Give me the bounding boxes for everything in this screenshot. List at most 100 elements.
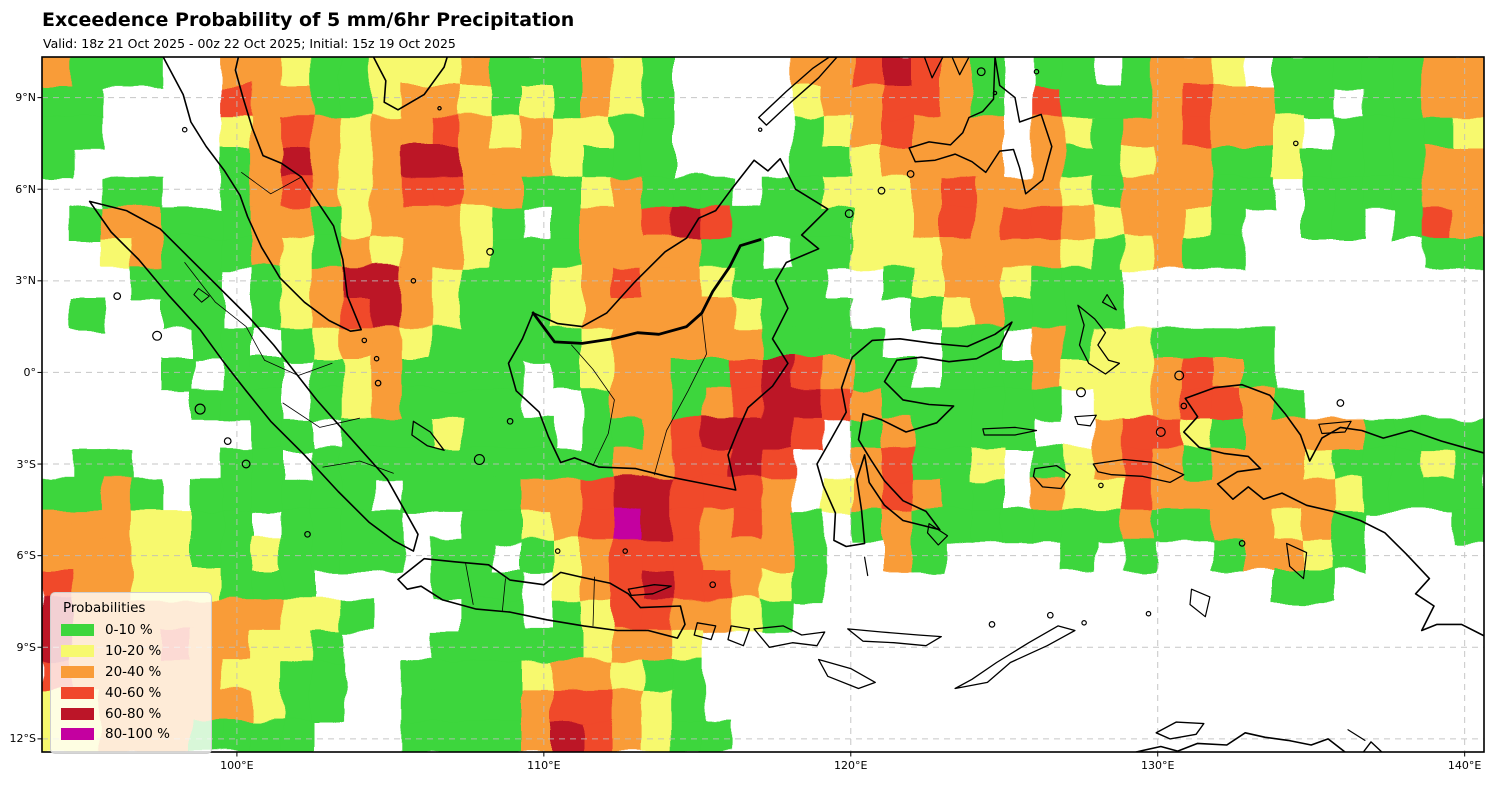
coastline-madura — [627, 584, 672, 597]
y-axis-tick-label: 6°S — [16, 549, 36, 563]
legend-entry: 60-80 % — [61, 703, 211, 724]
island-outline — [709, 581, 717, 589]
coastline-halmahera — [1077, 304, 1121, 375]
legend-swatch — [61, 624, 94, 637]
coastline-palawan — [758, 57, 838, 126]
island-outline — [304, 530, 311, 538]
island-outline — [1098, 482, 1104, 489]
coastline-seram — [1092, 458, 1185, 484]
coastline-bangka — [411, 420, 445, 451]
island-outline — [1238, 540, 1246, 547]
x-axis-tick-label: 130°E — [1140, 759, 1175, 772]
legend-swatch — [61, 728, 94, 741]
island-outline — [992, 90, 998, 96]
island-outline — [1081, 619, 1087, 626]
y-axis-tick-label: 6°N — [15, 182, 36, 196]
coastline-aru — [1286, 542, 1308, 580]
coastline-sumatra — [88, 200, 419, 552]
y-axis-tick-label: 9°N — [15, 91, 36, 105]
island-outline — [241, 459, 251, 469]
legend-swatch — [61, 645, 94, 658]
island-outline — [486, 247, 495, 256]
coastline-vietnam-camau — [372, 57, 448, 111]
coastline-sulawesi — [816, 321, 1013, 548]
coastline-borneo — [507, 157, 829, 491]
island-outline — [844, 209, 854, 219]
coastline-borneo-malaysia-border — [531, 238, 762, 345]
y-axis-tick-label: 3°S — [16, 457, 36, 471]
coastline-obi — [1074, 414, 1097, 427]
island-outline — [906, 170, 915, 178]
map-border — [41, 56, 1485, 753]
legend-entry: 40-60 % — [61, 682, 211, 703]
precipitation-probability-map — [37, 56, 1485, 757]
coastline-wessel-islands — [1347, 729, 1366, 741]
legend-entry-label: 0-10 % — [105, 622, 153, 639]
coastline-java-border-2 — [502, 578, 506, 611]
coastline-timor — [954, 625, 1076, 690]
coastline-java — [397, 557, 686, 639]
island-outline — [1046, 611, 1054, 619]
coastline-flores — [847, 628, 942, 647]
x-axis-tick-label: 100°E — [220, 759, 254, 772]
page-title: Exceedence Probability of 5 mm/6hr Preci… — [42, 9, 575, 31]
map-area — [37, 56, 1485, 757]
island-outline — [410, 278, 417, 284]
island-outline — [1336, 399, 1345, 407]
coastline-sumatra-border-1 — [184, 262, 265, 361]
coastline-thai-malaysia-border — [241, 172, 302, 195]
legend-entries: 0-10 % 10-20 % 20-40 % 40-60 % 60-80 % 80-100… — [61, 620, 211, 745]
island-outline — [1075, 387, 1086, 398]
coastline-lake-toba — [193, 288, 210, 303]
legend-entry-label: 60-80 % — [105, 705, 162, 722]
legend-swatch — [61, 665, 94, 678]
probability-field — [42, 57, 1484, 752]
legend-entry-label: 20-40 % — [105, 663, 162, 680]
x-axis-tick-label: 110°E — [527, 759, 561, 772]
coastline-yapen — [1318, 420, 1352, 435]
island-outline — [152, 330, 163, 341]
legend-entry-label: 80-100 % — [105, 726, 170, 743]
coastline-australia-arnhem — [1135, 732, 1346, 752]
coastline-java-border-3 — [592, 576, 595, 627]
coastline-morotai — [1101, 294, 1117, 311]
coastline-sumbawa — [753, 625, 826, 648]
island-outline — [373, 355, 380, 362]
coastline-kalimantan-border-2 — [653, 314, 707, 476]
island-outline — [622, 548, 629, 554]
legend: Probabilities 0-10 % 10-20 % 20-40 % 40-60 … — [50, 592, 212, 754]
y-axis-tick-label: 0° — [23, 365, 37, 379]
island-outline — [506, 417, 514, 425]
coastline-lombok — [727, 625, 751, 647]
island-outline — [988, 621, 996, 628]
legend-entry: 20-40 % — [61, 662, 211, 683]
legend-entry: 10-20 % — [61, 641, 211, 662]
island-outline — [1293, 140, 1299, 147]
coastline-kalimantan-border-1 — [571, 344, 615, 466]
legend-entry: 80-100 % — [61, 724, 211, 745]
coastline-bali — [693, 622, 717, 641]
graticule-gridlines — [42, 57, 1484, 752]
coastline-malay-peninsula — [162, 57, 362, 332]
legend-swatch — [61, 707, 94, 720]
island-outline — [1033, 68, 1040, 75]
coastline-sumatra-border-3 — [282, 402, 361, 428]
coastline-buton — [926, 523, 949, 546]
coastline-java-border-1 — [465, 562, 474, 605]
island-outline — [113, 292, 122, 301]
island-outline — [1155, 427, 1166, 438]
island-outline — [437, 106, 442, 111]
legend-entry-label: 40-60 % — [105, 684, 162, 701]
island-outline — [976, 67, 986, 77]
legend-entry-label: 10-20 % — [105, 643, 162, 660]
coastline-gulf-carpentaria-coast — [1362, 741, 1383, 752]
coastline-sula — [982, 426, 1038, 436]
island-outline — [757, 127, 763, 132]
coastline-visayas-1 — [923, 57, 944, 79]
y-axis-tick-label: 3°N — [15, 274, 36, 288]
coastlines — [88, 57, 1484, 752]
island-outline — [1145, 610, 1152, 617]
island-outline — [194, 403, 206, 415]
coastline-tanimbar — [1189, 588, 1211, 618]
